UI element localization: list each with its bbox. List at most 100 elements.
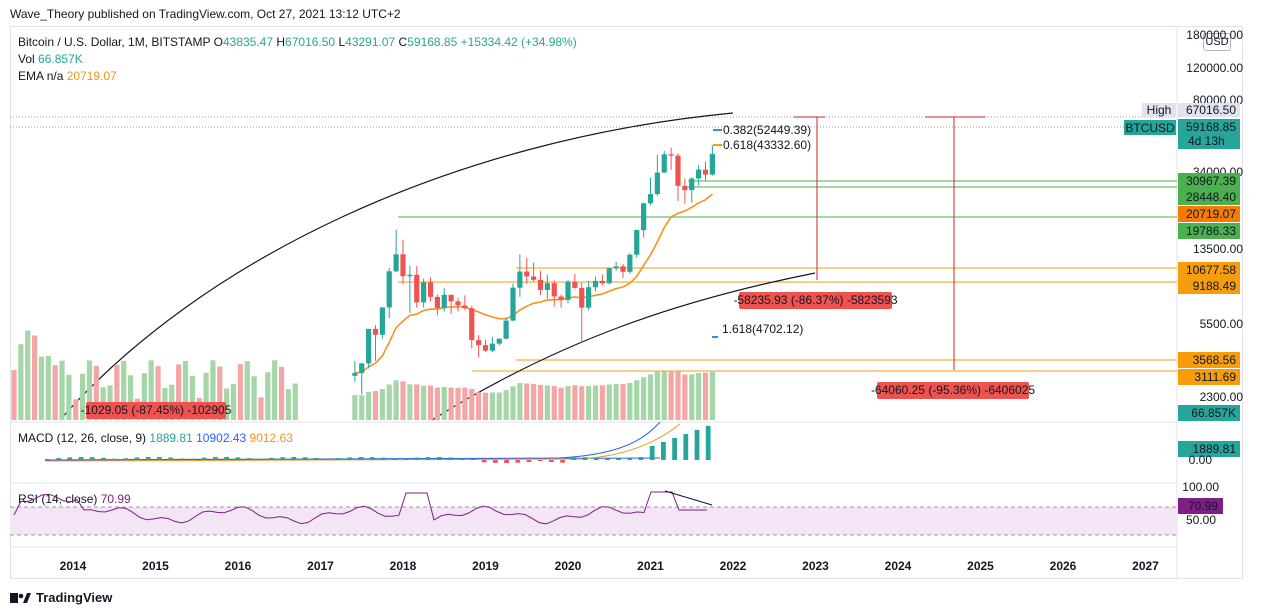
volume-bar (448, 387, 454, 420)
volume-bar (372, 391, 379, 420)
macd-hist-bar (224, 457, 229, 460)
countdown-label: 4d 13h (1188, 134, 1225, 148)
candle-body (696, 169, 702, 179)
candle-body (682, 185, 688, 191)
volume-bar (654, 371, 660, 420)
rsi-50-label: 50.00 (1186, 513, 1216, 527)
close-value: 59168.85 (407, 35, 458, 49)
macd-hist-bar (437, 457, 442, 460)
macd-hist-bar (179, 458, 185, 460)
price-badge-label: 19786.33 (1186, 224, 1236, 238)
low-value: 43291.07 (345, 35, 396, 49)
y-tick-label: 180000.00 (1186, 28, 1243, 42)
price-badge-bg (1178, 278, 1240, 294)
volume-bar (682, 374, 688, 420)
currency-button[interactable]: USD (1203, 33, 1231, 51)
volume-bar (709, 370, 715, 420)
candle-body (613, 266, 619, 269)
macd-hist-bar (291, 457, 297, 460)
macd-line-curve (44, 421, 661, 461)
macd-hist-bar (605, 458, 610, 460)
candle-body (544, 283, 550, 290)
macd-hist-bar (403, 458, 409, 460)
candle-body (599, 280, 605, 284)
price-badge-label: 30967.39 (1186, 174, 1236, 188)
volume-bar (668, 370, 674, 420)
publisher-line: Wave_Theory published on TradingView.com… (10, 7, 401, 21)
macd-legend: MACD (12, 26, close, 9) 1889.81 10902.43… (18, 431, 293, 445)
macd-hist-bar (526, 460, 532, 462)
volume-bar (272, 360, 278, 420)
x-tick-label: 2019 (472, 559, 499, 573)
ema-value: 20719.07 (66, 69, 117, 83)
price-badge-label: 3111.69 (1194, 370, 1236, 384)
macd-hist-bar (425, 457, 431, 460)
candle-body (414, 274, 420, 303)
volume-bar (73, 399, 79, 420)
volume-bar (455, 387, 461, 420)
high-label: H (276, 35, 286, 49)
price-badge-bg (1178, 352, 1240, 368)
candle-body (503, 320, 509, 339)
lower-trend-curve (431, 272, 816, 421)
volume-bar (606, 384, 612, 420)
vol-label: Vol (18, 52, 35, 66)
volume-bar (634, 380, 640, 420)
macd-hist-bar (302, 457, 308, 460)
rsi-line (13, 491, 707, 525)
candle-body (675, 155, 681, 186)
volume-bar (579, 386, 585, 420)
macd-hist-bar (89, 457, 95, 460)
symbol-legend: Bitcoin / U.S. Dollar, 1M, BITSTAMP O438… (18, 35, 577, 49)
price-badge-bg (1178, 405, 1240, 421)
volume-bar (599, 385, 605, 420)
price-badge-bg (1178, 369, 1240, 385)
volume-bar (128, 375, 134, 420)
macd-hist-bar (705, 426, 711, 460)
x-tick-label: 2014 (60, 559, 87, 573)
price-badge-bg (1178, 206, 1240, 222)
volume-bar (189, 375, 195, 420)
measure-label-2-box (877, 382, 1029, 399)
ema-legend: EMA n/a 20719.07 (18, 69, 117, 83)
candle-body (441, 294, 447, 309)
volume-bar (551, 385, 557, 420)
volume-bar (407, 384, 413, 420)
volume-bar (141, 373, 147, 420)
macd-hist-bar (145, 457, 151, 460)
x-tick-label: 2020 (555, 559, 582, 573)
btcusd-tag: BTCUSD (1125, 121, 1175, 135)
chart-frame (10, 26, 1243, 579)
macd-badge-bg (1178, 441, 1240, 457)
volume-bar (476, 392, 482, 420)
macd-hist-bar (481, 460, 487, 463)
macd-signal-value: 9012.63 (249, 431, 293, 445)
macd-hist-bar (280, 457, 285, 460)
macd-hist-bar (683, 434, 689, 460)
x-tick-label: 2016 (225, 559, 252, 573)
volume-bar (510, 386, 516, 420)
macd-hist-bar (213, 457, 218, 460)
volume-bar (11, 370, 17, 420)
macd-hist-bar (269, 457, 274, 460)
candle-body (689, 178, 695, 191)
rsi-badge-label: 70.99 (1188, 499, 1218, 513)
macd-hist-bar (235, 457, 241, 460)
volume-bar (217, 366, 223, 420)
volume-bar (182, 360, 189, 420)
tradingview-footer: TradingView (10, 590, 112, 605)
macd-hist-bar (257, 458, 263, 460)
macd-hist-bar (101, 457, 106, 460)
volume-bar (592, 385, 599, 420)
symbol-name: Bitcoin / U.S. Dollar, 1M, BITSTAMP (18, 35, 211, 49)
volume-bar (155, 366, 161, 420)
candle-body (496, 338, 502, 344)
volume-bar (620, 384, 626, 420)
x-tick-label: 2025 (967, 559, 994, 573)
volume-bar (434, 387, 440, 420)
macd-hist-bar (504, 460, 509, 463)
macd-hist-bar (616, 458, 621, 460)
volume-bar (52, 365, 58, 420)
price-badge-label: 20719.07 (1186, 207, 1236, 221)
